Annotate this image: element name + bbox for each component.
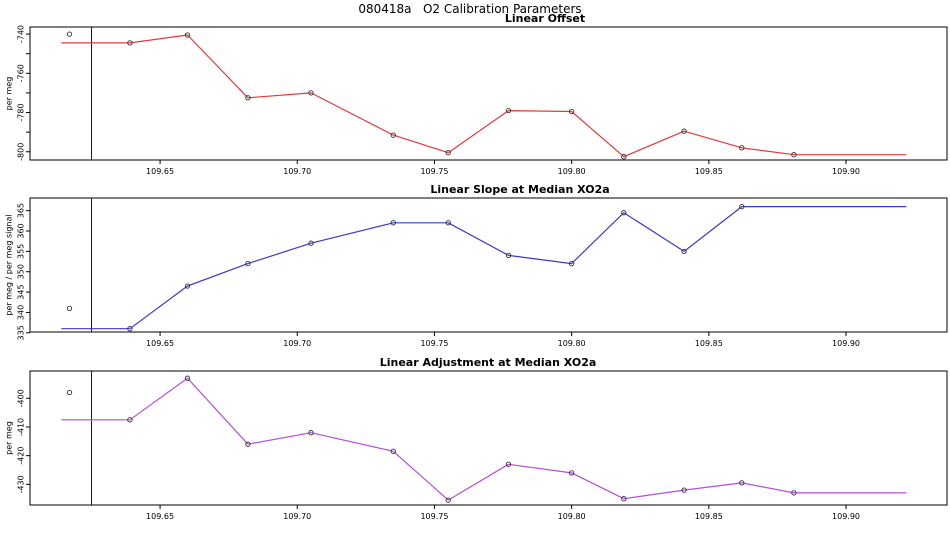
data-point-marker bbox=[308, 240, 314, 246]
panel-title: Linear Offset bbox=[505, 12, 585, 25]
data-point-marker bbox=[568, 108, 575, 115]
y-tick-label: -410 bbox=[17, 418, 26, 436]
data-point-marker bbox=[568, 260, 575, 267]
main-title: 080418a O2 Calibration Parameters bbox=[358, 2, 582, 16]
data-point-marker bbox=[505, 107, 512, 114]
data-point-marker bbox=[445, 497, 451, 503]
x-tick-label: 109.90 bbox=[832, 339, 860, 348]
data-point-marker bbox=[245, 95, 251, 101]
outlier-marker bbox=[66, 305, 73, 312]
y-axis-label: per meg / per meg signal bbox=[5, 214, 14, 315]
x-tick-label: 109.65 bbox=[146, 512, 174, 521]
data-point-marker bbox=[739, 480, 745, 486]
data-point-marker bbox=[127, 417, 133, 423]
y-tick-label: 345 bbox=[17, 284, 26, 299]
x-tick-label: 109.75 bbox=[420, 512, 448, 521]
panel-border bbox=[29, 370, 948, 506]
data-point-marker bbox=[127, 326, 133, 332]
y-axis-label: per meg bbox=[5, 421, 14, 455]
x-tick-label: 109.90 bbox=[832, 167, 860, 176]
y-tick-label: 340 bbox=[17, 305, 26, 320]
data-point-marker bbox=[791, 490, 797, 496]
data-point-marker bbox=[739, 203, 745, 210]
data-point-marker bbox=[390, 220, 396, 226]
y-tick-label: -400 bbox=[17, 389, 26, 407]
data-series-line bbox=[61, 34, 907, 158]
x-tick-label: 109.80 bbox=[558, 339, 586, 348]
x-tick-label: 109.85 bbox=[695, 167, 723, 176]
panel-3: Linear Adjustment at Median XO2a 109.65 10… bbox=[5, 356, 948, 521]
data-point-marker bbox=[308, 430, 314, 436]
data-point-marker bbox=[681, 128, 687, 134]
y-tick-label: 365 bbox=[17, 203, 26, 218]
panel-border bbox=[29, 26, 948, 161]
x-tick-label: 109.70 bbox=[283, 339, 311, 348]
x-tick-label: 109.70 bbox=[283, 167, 311, 176]
y-tick-label: -760 bbox=[17, 64, 26, 82]
panel-border bbox=[29, 197, 948, 333]
data-point-marker bbox=[568, 470, 575, 476]
x-tick-label: 109.80 bbox=[558, 512, 586, 521]
x-tick-label: 109.80 bbox=[558, 167, 586, 176]
y-tick-label: -800 bbox=[17, 143, 26, 161]
y-tick-label: 350 bbox=[17, 264, 26, 279]
y-tick-label: -740 bbox=[17, 25, 26, 43]
x-tick-label: 109.85 bbox=[695, 512, 723, 521]
data-point-marker bbox=[245, 260, 251, 267]
data-point-marker bbox=[791, 152, 797, 158]
data-point-marker bbox=[681, 487, 687, 493]
data-point-marker bbox=[739, 145, 745, 151]
data-series-line bbox=[61, 377, 907, 501]
x-tick-label: 109.85 bbox=[695, 339, 723, 348]
data-point-marker bbox=[505, 252, 512, 259]
data-point-marker bbox=[505, 461, 512, 467]
outlier-marker bbox=[66, 31, 73, 37]
data-point-marker bbox=[621, 496, 627, 502]
x-tick-label: 109.70 bbox=[283, 512, 311, 521]
panel-2: Linear Slope at Median XO2a 109.65 109.70 1… bbox=[5, 183, 948, 348]
data-series-line bbox=[61, 206, 907, 330]
data-point-marker bbox=[390, 132, 396, 138]
y-axis-label: per meg bbox=[5, 77, 14, 111]
x-tick-label: 109.75 bbox=[420, 167, 448, 176]
data-point-marker bbox=[621, 210, 627, 216]
data-point-marker bbox=[245, 441, 251, 447]
data-point-marker bbox=[184, 32, 191, 38]
data-point-marker bbox=[681, 248, 687, 255]
outlier-marker bbox=[66, 389, 73, 396]
data-point-marker bbox=[308, 90, 314, 96]
data-point-marker bbox=[390, 448, 396, 454]
y-tick-label: 355 bbox=[17, 244, 26, 259]
x-tick-label: 109.75 bbox=[420, 339, 448, 348]
y-tick-label: -420 bbox=[17, 447, 26, 465]
data-point-marker bbox=[184, 375, 191, 381]
data-point-marker bbox=[184, 283, 191, 289]
x-tick-label: 109.65 bbox=[146, 167, 174, 176]
x-tick-label: 109.65 bbox=[146, 339, 174, 348]
data-point-marker bbox=[127, 40, 133, 46]
y-tick-label: 360 bbox=[17, 223, 26, 238]
panel-title: Linear Adjustment at Median XO2a bbox=[380, 356, 597, 369]
y-tick-label: -430 bbox=[17, 475, 26, 493]
y-tick-label: -780 bbox=[17, 103, 26, 121]
data-point-marker bbox=[621, 154, 627, 160]
panel-title: Linear Slope at Median XO2a bbox=[430, 183, 609, 196]
x-tick-label: 109.90 bbox=[832, 512, 860, 521]
data-point-marker bbox=[445, 150, 451, 156]
data-point-marker bbox=[445, 220, 451, 226]
y-tick-label: 335 bbox=[17, 325, 26, 340]
panel-1: Linear Offset 109.65 109.70 109.75 109.80 109… bbox=[5, 12, 948, 176]
